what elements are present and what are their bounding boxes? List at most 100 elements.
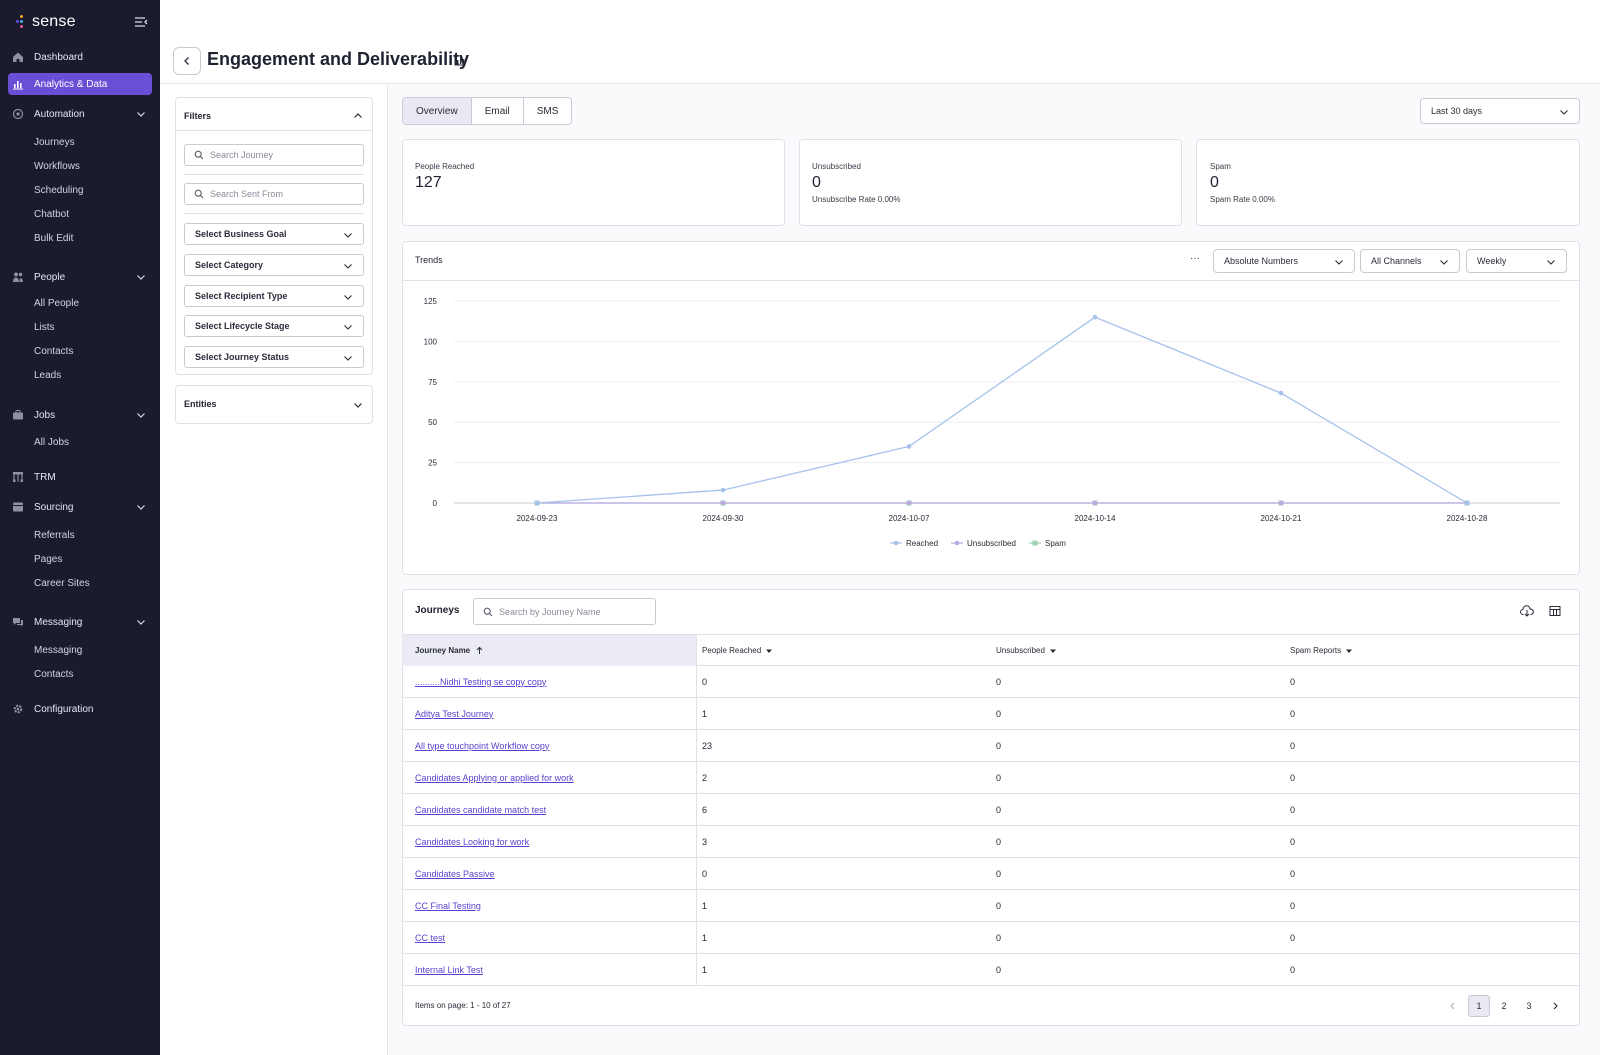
chevron-down-icon[interactable] (136, 410, 146, 420)
tab-sms[interactable]: SMS (536, 105, 559, 117)
sidebar-item-jobs[interactable]: Jobs (8, 404, 152, 426)
page-2-button[interactable]: 2 (1501, 1001, 1507, 1011)
prev-page-button[interactable] (1442, 995, 1464, 1017)
search-sent-from-field[interactable] (210, 189, 350, 199)
journey-link[interactable]: CC Final Testing (415, 900, 481, 911)
journey-link[interactable]: Candidates Applying or applied for work (415, 772, 574, 783)
data-point-reached[interactable] (720, 487, 726, 493)
column-unsubscribed[interactable]: Unsubscribed (996, 635, 1057, 666)
brand-logo[interactable]: sense (16, 12, 76, 32)
data-point-reached[interactable] (1464, 500, 1470, 506)
data-point-unsubscribed[interactable] (1092, 500, 1098, 506)
legend-item-spam[interactable]: Spam (1029, 539, 1066, 548)
interval-value: Weekly (1477, 256, 1507, 266)
cell-people-reached: 6 (702, 804, 708, 815)
sidebar-subitem-messaging[interactable]: Messaging (34, 645, 83, 656)
legend-item-unsubscribed[interactable]: Unsubscribed (951, 539, 1016, 548)
columns-button[interactable] (1547, 603, 1563, 619)
sidebar-item-label: People (34, 271, 66, 283)
journey-link[interactable]: All type touchpoint Workflow copy (415, 740, 550, 751)
next-page-button[interactable] (1544, 995, 1566, 1017)
sidebar-item-label: Configuration (34, 703, 94, 715)
data-point-reached[interactable] (534, 500, 540, 506)
sidebar-subitem-referrals[interactable]: Referrals (34, 530, 75, 541)
gear-icon (13, 704, 23, 714)
sidebar-item-sourcing[interactable]: Sourcing (8, 496, 152, 518)
sidebar-item-automation[interactable]: Automation (8, 103, 152, 125)
sidebar-subitem-chatbot[interactable]: Chatbot (34, 209, 70, 220)
search-icon (483, 607, 493, 616)
sidebar-subitem-bulk-edit[interactable]: Bulk Edit (34, 233, 74, 244)
sidebar-item-dashboard[interactable]: Dashboard (8, 46, 152, 68)
back-button[interactable] (173, 47, 201, 75)
data-point-unsubscribed[interactable] (906, 500, 912, 506)
sidebar-subitem-journeys[interactable]: Journeys (34, 137, 75, 148)
chevron-down-icon (344, 295, 352, 300)
sidebar-subitem-lists[interactable]: Lists (34, 322, 55, 333)
date-range-select[interactable]: Last 30 days (1420, 98, 1580, 124)
sourcing-icon (13, 502, 23, 512)
sidebar-item-analytics[interactable]: Analytics & Data (8, 73, 152, 95)
cell-unsubscribed: 0 (996, 900, 1002, 911)
journey-link[interactable]: Candidates candidate match test (415, 804, 547, 815)
download-button[interactable] (1519, 603, 1535, 619)
select-business-goal[interactable]: Select Business Goal (184, 223, 364, 245)
sidebar-subitem-all-people[interactable]: All People (34, 298, 80, 309)
chevron-down-icon[interactable] (136, 272, 146, 282)
channels-select[interactable]: All Channels (1360, 249, 1460, 273)
chevron-down-icon[interactable] (136, 617, 146, 627)
search-sent-from-input[interactable] (184, 183, 364, 205)
chevron-up-icon[interactable] (353, 111, 363, 121)
journey-link[interactable]: Candidates Looking for work (415, 836, 530, 847)
metric-select[interactable]: Absolute Numbers (1213, 249, 1355, 273)
page-3-button[interactable]: 3 (1526, 1001, 1532, 1011)
entities-panel[interactable] (175, 385, 373, 424)
journey-search-field[interactable] (499, 606, 639, 617)
select-category[interactable]: Select Category (184, 254, 364, 276)
chevron-down-icon[interactable] (136, 109, 146, 119)
journey-link[interactable]: CC test (415, 932, 446, 943)
select-journey-status[interactable]: Select Journey Status (184, 346, 364, 368)
sidebar-item-trm[interactable]: TRM (8, 466, 152, 488)
sidebar-item-configuration[interactable]: Configuration (8, 698, 152, 720)
sidebar-subitem-leads[interactable]: Leads (34, 370, 62, 381)
divider (184, 174, 364, 175)
search-journey-field[interactable] (210, 150, 350, 160)
cell-people-reached: 1 (702, 900, 708, 911)
interval-select[interactable]: Weekly (1466, 249, 1567, 273)
column-people-reached[interactable]: People Reached (702, 635, 773, 666)
journey-link[interactable]: Aditya Test Journey (415, 708, 494, 719)
data-point-reached[interactable] (1092, 314, 1098, 320)
journey-link[interactable]: Internal Link Test (415, 964, 483, 975)
sidebar-subitem-messaging-contacts[interactable]: Contacts (34, 669, 74, 680)
sidebar-subitem-contacts[interactable]: Contacts (34, 346, 74, 357)
search-journey-input[interactable] (184, 144, 364, 166)
data-point-reached[interactable] (906, 444, 912, 449)
chevron-down-icon[interactable] (136, 502, 146, 512)
journey-link[interactable]: Candidates Passive (415, 868, 495, 879)
sidebar-subitem-all-jobs[interactable]: All Jobs (34, 437, 70, 448)
sidebar-item-messaging[interactable]: Messaging (8, 611, 152, 633)
legend-item-reached[interactable]: Reached (890, 539, 938, 548)
journey-link[interactable]: ..........Nidhi Testing se copy copy (415, 676, 547, 687)
select-lifecycle-stage[interactable]: Select Lifecycle Stage (184, 315, 364, 337)
sidebar-item-people[interactable]: People (8, 266, 152, 288)
tab-email[interactable]: Email (472, 98, 524, 124)
journey-search-input[interactable] (473, 598, 656, 625)
data-point-unsubscribed[interactable] (720, 500, 726, 506)
sidebar-subitem-career-sites[interactable]: Career Sites (34, 578, 90, 589)
tab-overview[interactable]: Overview (403, 98, 472, 124)
page-1-button[interactable]: 1 (1468, 995, 1490, 1017)
collapse-sidebar-icon[interactable] (134, 15, 148, 29)
column-journey-name[interactable]: Journey Name (402, 635, 696, 666)
more-options-icon[interactable]: ··· (1190, 253, 1200, 264)
sidebar-subitem-pages[interactable]: Pages (34, 554, 63, 565)
column-spam-reports[interactable]: Spam Reports (1290, 635, 1353, 666)
entities-title: Entities (184, 399, 217, 409)
sidebar-subitem-scheduling[interactable]: Scheduling (34, 185, 84, 196)
data-point-unsubscribed[interactable] (1278, 500, 1284, 506)
select-recipient-type[interactable]: Select Recipient Type (184, 285, 364, 307)
chevron-down-icon[interactable] (353, 400, 363, 410)
sidebar-subitem-workflows[interactable]: Workflows (34, 161, 80, 172)
data-point-reached[interactable] (1278, 390, 1284, 396)
